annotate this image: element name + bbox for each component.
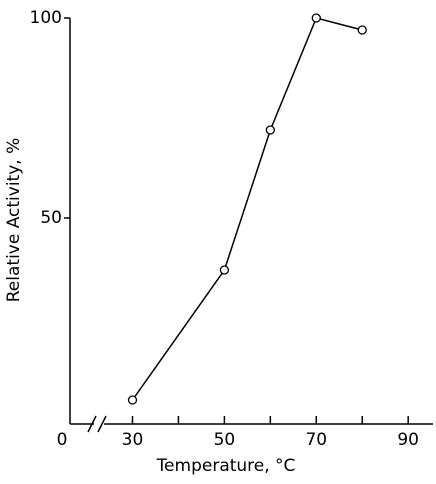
x-tick-label: 90 — [397, 430, 419, 450]
x-axis-label: Temperature, °C — [156, 456, 296, 476]
y-tick-label: 100 — [30, 8, 62, 28]
data-point — [265, 125, 275, 135]
y-tick-label: 50 — [40, 208, 62, 228]
x-tick-label: 30 — [122, 430, 144, 450]
x-tick-label: 50 — [214, 430, 236, 450]
data-point — [219, 265, 230, 275]
y-axis-label: Relative Activity, % — [4, 138, 24, 303]
axis-break — [97, 415, 107, 433]
x-tick-label: 70 — [305, 430, 327, 450]
axis-break — [87, 415, 97, 433]
data-point — [357, 25, 367, 35]
data-line — [131, 17, 363, 401]
data-point — [127, 395, 138, 405]
data-point — [311, 13, 321, 23]
x-origin-label: 0 — [57, 430, 68, 450]
